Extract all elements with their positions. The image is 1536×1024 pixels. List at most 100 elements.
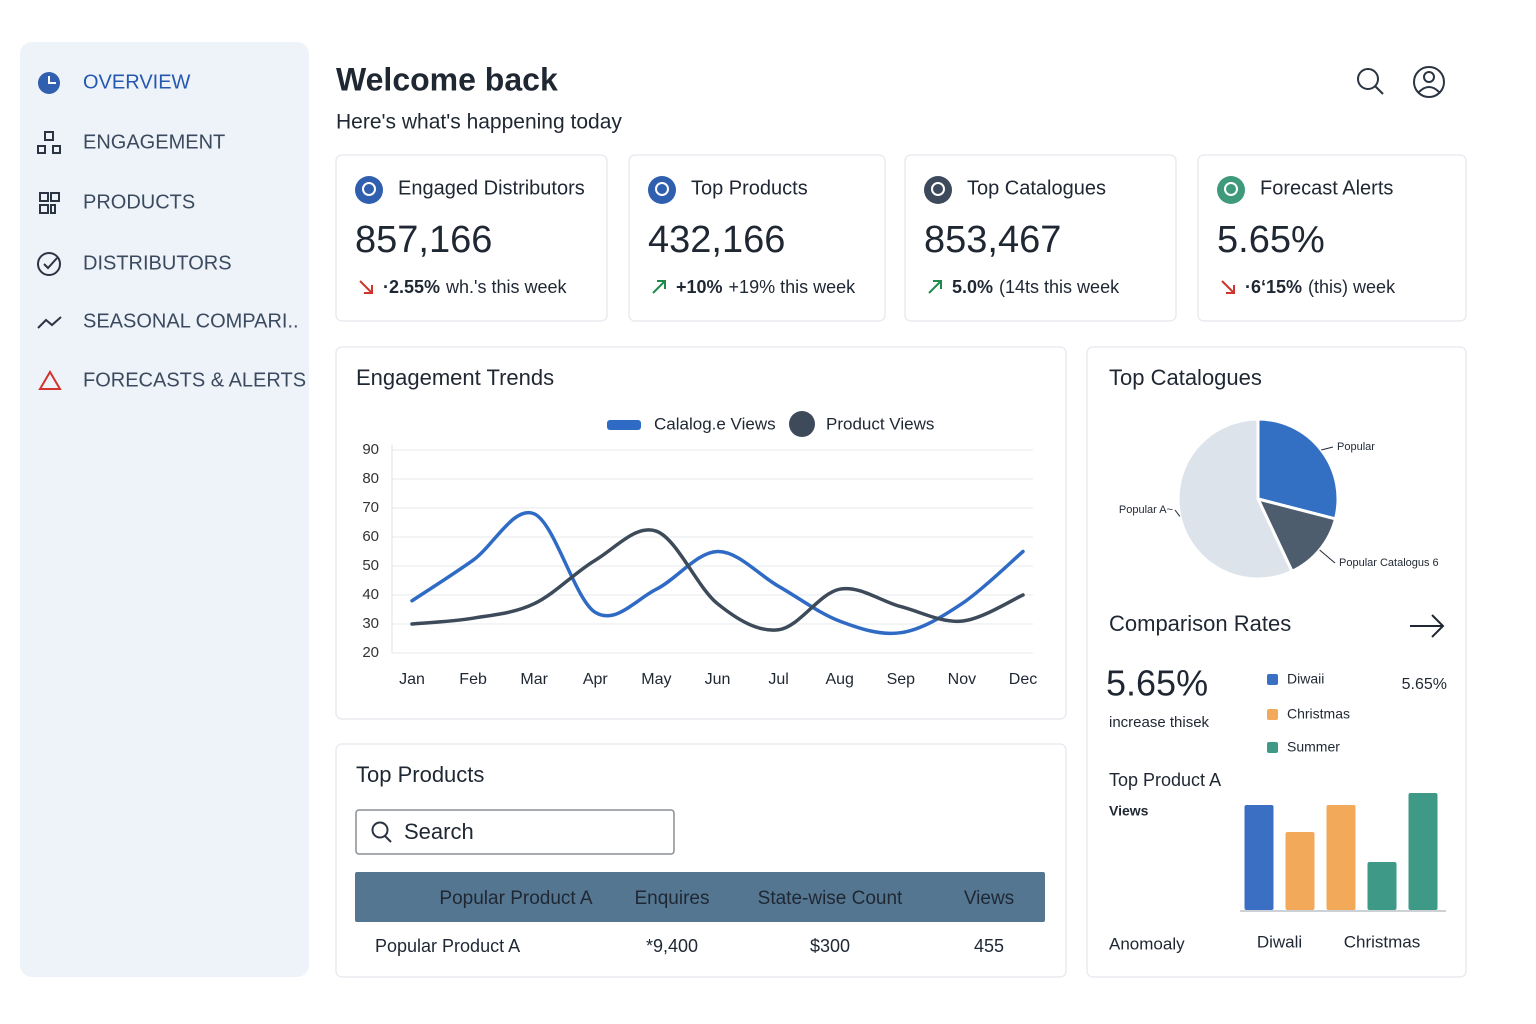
kpi-card bbox=[904, 154, 1177, 322]
user-icon[interactable] bbox=[1413, 66, 1445, 98]
nav-item[interactable]: FORECASTS & ALERTS bbox=[83, 369, 306, 391]
trend-arrow bbox=[359, 280, 373, 294]
line-series bbox=[410, 510, 1025, 636]
leader-line bbox=[1321, 446, 1334, 451]
nav-item[interactable]: ENGAGEMENT bbox=[83, 131, 225, 153]
x-tick-label: Jan bbox=[399, 671, 425, 688]
card-title: Top Catalogues bbox=[1109, 365, 1262, 390]
y-tick-label: 80 bbox=[362, 470, 379, 487]
table-cell: *9,400 bbox=[646, 936, 698, 956]
trend-arrow bbox=[652, 280, 666, 294]
leader-line bbox=[1319, 549, 1336, 564]
table-cell: 455 bbox=[974, 936, 1004, 956]
kpi-icon-glyph bbox=[1224, 182, 1238, 196]
kpi-delta: 5.0% bbox=[952, 277, 993, 297]
table-cell: Popular Product A bbox=[375, 936, 520, 956]
legend-swatch bbox=[1267, 709, 1278, 720]
legend-label: Summer bbox=[1287, 739, 1340, 755]
kpi-value: 5.65% bbox=[1217, 219, 1325, 261]
x-tick-label: Jul bbox=[768, 671, 788, 688]
y-tick-label: 70 bbox=[362, 499, 379, 516]
kpi-icon bbox=[648, 176, 676, 204]
card-title: Top Products bbox=[356, 762, 484, 787]
y-tick-label: 30 bbox=[362, 615, 379, 632]
kpi-label: Top Products bbox=[691, 177, 808, 199]
legend-swatch bbox=[789, 411, 815, 437]
nav-item[interactable]: SEASONAL COMPARI.. bbox=[83, 310, 299, 332]
pie-slice bbox=[1176, 417, 1295, 581]
y-tick-label: 90 bbox=[362, 441, 379, 458]
nav-item[interactable]: OVERVIEW bbox=[83, 71, 191, 93]
y-tick-label: 40 bbox=[362, 586, 379, 603]
kpi-icon bbox=[355, 176, 383, 204]
x-tick-label: Diwali bbox=[1257, 932, 1302, 951]
kpi-card bbox=[335, 154, 608, 322]
kpi-icon-glyph bbox=[931, 182, 945, 196]
kpi-delta: ·6‘15% bbox=[1245, 277, 1302, 297]
x-tick-label: May bbox=[641, 671, 671, 688]
bar bbox=[1408, 793, 1438, 910]
kpi-note: +19% this week bbox=[729, 277, 857, 297]
nav-icons bbox=[37, 72, 62, 390]
bar-xlabel: Anomoaly bbox=[1109, 934, 1185, 953]
kpi-icon-glyph bbox=[362, 182, 376, 196]
x-tick-label: Jun bbox=[705, 671, 731, 688]
kpi-label: Top Catalogues bbox=[967, 177, 1106, 199]
table-header-cell: Popular Product A bbox=[439, 888, 592, 909]
kpi-label: Engaged Distributors bbox=[398, 177, 585, 199]
legend-label: Diwaii bbox=[1287, 671, 1324, 687]
x-tick-label: Christmas bbox=[1344, 932, 1421, 951]
x-tick-label: Dec bbox=[1009, 671, 1037, 688]
x-tick-label: Feb bbox=[459, 671, 487, 688]
kpi-label: Forecast Alerts bbox=[1260, 177, 1393, 199]
x-tick-label: Apr bbox=[583, 671, 609, 688]
pie-label: Popular Catalogus 6 bbox=[1339, 557, 1439, 569]
search-placeholder[interactable]: Search bbox=[404, 819, 474, 844]
kpi-delta: +10% bbox=[676, 277, 723, 297]
page-subtitle: Here's what's happening today bbox=[336, 111, 622, 134]
kpi-icon bbox=[1217, 176, 1245, 204]
arrow-button[interactable] bbox=[1410, 614, 1445, 638]
sidebar bbox=[20, 42, 309, 977]
kpi-icon-glyph bbox=[655, 182, 669, 196]
x-tick-label: Mar bbox=[520, 671, 548, 688]
legend-label: Christmas bbox=[1287, 706, 1350, 722]
table-header-cell: Enquires bbox=[635, 888, 710, 909]
pie-label: Popular A~ bbox=[1119, 504, 1173, 516]
table-cell: $300 bbox=[810, 936, 850, 956]
kpi-card bbox=[1197, 154, 1467, 322]
legend-swatch bbox=[1267, 742, 1278, 753]
bar bbox=[1367, 862, 1397, 910]
kpi-icon bbox=[924, 176, 952, 204]
trend-arrow bbox=[1221, 280, 1235, 294]
kpi-value: 432,166 bbox=[648, 219, 785, 261]
legend-swatch bbox=[607, 420, 641, 430]
line-series bbox=[410, 528, 1025, 632]
y-tick-label: 60 bbox=[362, 528, 379, 545]
table-header-cell: State-wise Count bbox=[758, 888, 903, 909]
bar-ylabel: Views bbox=[1109, 803, 1149, 819]
kpi-value: 853,467 bbox=[924, 219, 1061, 261]
bar bbox=[1244, 805, 1274, 910]
nav-item[interactable]: DISTRIBUTORS bbox=[83, 252, 232, 274]
x-tick-label: Sep bbox=[887, 671, 916, 688]
rate-side-value: 5.65% bbox=[1402, 676, 1447, 693]
pie-label: Popular bbox=[1337, 441, 1375, 453]
kpi-note: (14ts this week bbox=[999, 277, 1120, 297]
kpi-note: wh.'s this week bbox=[445, 277, 567, 297]
legend-label: Calalog.e Views bbox=[654, 414, 776, 433]
nav-item[interactable]: PRODUCTS bbox=[83, 191, 195, 213]
legend-swatch bbox=[1267, 674, 1278, 685]
engagement-card bbox=[335, 346, 1067, 720]
y-tick-label: 20 bbox=[362, 644, 379, 661]
search-icon[interactable] bbox=[1357, 68, 1384, 95]
search-box[interactable] bbox=[355, 809, 675, 855]
table-header-cell: Views bbox=[964, 888, 1014, 909]
bar bbox=[1326, 805, 1356, 910]
x-tick-label: Aug bbox=[825, 671, 853, 688]
x-tick-label: Nov bbox=[948, 671, 976, 688]
bar-title: Top Product A bbox=[1109, 770, 1221, 790]
legend-label: Product Views bbox=[826, 414, 934, 433]
bar bbox=[1285, 832, 1315, 910]
